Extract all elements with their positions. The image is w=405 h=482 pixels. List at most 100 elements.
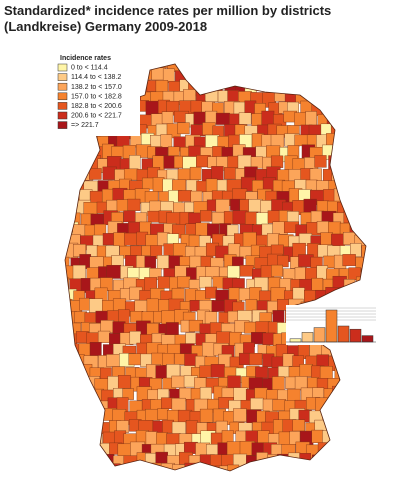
district [383, 291, 396, 305]
district [378, 212, 392, 224]
district [359, 156, 366, 169]
district [65, 166, 71, 179]
district [202, 342, 216, 358]
district [373, 357, 386, 370]
district [112, 409, 127, 421]
district [333, 64, 346, 71]
district [321, 102, 335, 116]
district [372, 111, 384, 124]
district [177, 122, 190, 135]
district [94, 463, 108, 471]
district [332, 432, 347, 447]
district [349, 353, 364, 369]
district [360, 465, 366, 471]
district [375, 101, 389, 114]
district [255, 366, 268, 379]
legend-swatch [57, 111, 68, 120]
district [344, 189, 357, 202]
title-line: (Landkreise) Germany 2009-2018 [4, 19, 207, 34]
district [367, 168, 381, 180]
district [379, 60, 393, 73]
district [255, 475, 268, 482]
district [227, 464, 240, 471]
district [78, 146, 94, 159]
district [343, 386, 356, 402]
district [371, 89, 384, 103]
district [65, 256, 70, 271]
district [350, 201, 366, 215]
district [353, 125, 366, 141]
district [68, 452, 81, 468]
district [370, 158, 382, 171]
district [363, 453, 366, 468]
district [89, 190, 103, 204]
district [303, 198, 317, 214]
district [316, 265, 328, 281]
district [180, 476, 192, 482]
district [336, 111, 349, 125]
district [327, 419, 341, 435]
district [363, 125, 366, 138]
district [200, 210, 212, 222]
district [84, 418, 97, 433]
district [359, 176, 366, 190]
district [65, 377, 77, 390]
district [227, 265, 240, 279]
district [65, 323, 72, 337]
district [116, 199, 129, 212]
district [379, 345, 391, 358]
histogram-bar [313, 327, 326, 343]
legend-label: 200.6 to < 221.7 [71, 113, 122, 120]
district [362, 443, 366, 457]
district [152, 177, 165, 193]
district [171, 375, 186, 388]
district [348, 110, 360, 125]
district [312, 454, 326, 468]
district [383, 398, 396, 409]
district [295, 69, 309, 85]
district [384, 201, 397, 213]
district [259, 67, 274, 82]
district [185, 420, 198, 434]
district [306, 465, 319, 471]
district [309, 64, 321, 73]
district [355, 433, 366, 448]
district [156, 432, 168, 446]
district [333, 188, 346, 204]
district [339, 376, 354, 390]
district [59, 474, 73, 482]
legend-swatch [57, 92, 68, 101]
legend-label: 114.4 to < 138.2 [71, 74, 121, 81]
district [127, 198, 141, 211]
district [364, 80, 366, 94]
district [129, 155, 141, 171]
district [298, 477, 310, 482]
district [320, 232, 333, 247]
district [68, 478, 81, 482]
histogram-bar [289, 338, 302, 343]
district [75, 444, 89, 457]
district [365, 478, 379, 482]
district [350, 441, 365, 454]
district [378, 189, 391, 204]
district [128, 353, 141, 366]
legend-swatch [57, 82, 68, 91]
district [383, 69, 397, 82]
district [277, 474, 289, 482]
district [338, 91, 352, 103]
district [342, 343, 357, 358]
district [327, 69, 343, 85]
district [384, 377, 395, 388]
district [171, 397, 186, 412]
district [382, 311, 394, 323]
district [289, 64, 304, 71]
district [287, 388, 301, 402]
district [360, 91, 366, 104]
district [316, 91, 331, 104]
district [248, 353, 263, 366]
district [366, 411, 378, 426]
district [375, 167, 388, 181]
district [169, 475, 181, 482]
district [65, 180, 78, 194]
district [178, 64, 192, 71]
